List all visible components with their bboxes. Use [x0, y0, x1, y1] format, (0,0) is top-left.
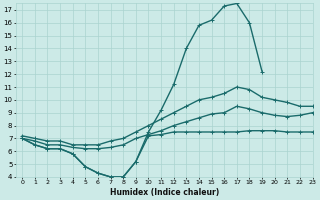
X-axis label: Humidex (Indice chaleur): Humidex (Indice chaleur) [110, 188, 219, 197]
